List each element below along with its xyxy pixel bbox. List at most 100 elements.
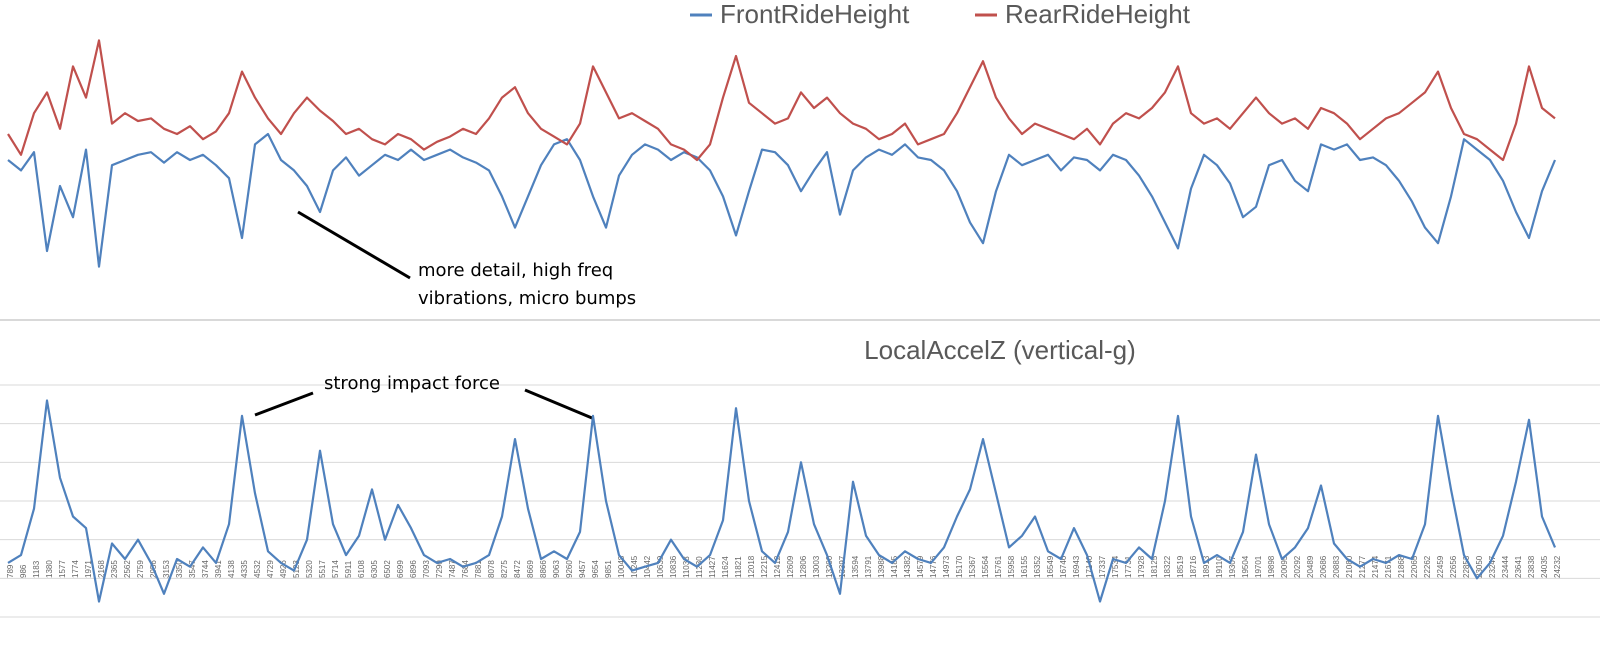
x-tick-label: 8472 xyxy=(513,560,522,578)
x-tick-label: 2168 xyxy=(97,560,106,578)
x-tick-label: 17731 xyxy=(1124,555,1133,578)
x-tick-label: 12806 xyxy=(799,555,808,578)
x-tick-label: 23641 xyxy=(1514,555,1523,578)
x-tick-label: 13594 xyxy=(851,555,860,578)
x-tick-label: 12412 xyxy=(773,555,782,578)
x-tick-label: 789 xyxy=(6,564,15,578)
x-tick-label: 10048 xyxy=(617,555,626,578)
x-tick-label: 10245 xyxy=(630,555,639,578)
x-tick-label: 16549 xyxy=(1046,555,1055,578)
x-tick-label: 22656 xyxy=(1449,555,1458,578)
x-tick-label: 5123 xyxy=(292,560,301,578)
x-tick-label: 2562 xyxy=(123,560,132,578)
x-tick-label: 14579 xyxy=(916,555,925,578)
x-tick-label: 7487 xyxy=(448,560,457,578)
accel-chart: LocalAccelZ (vertical-g) strong impact fo… xyxy=(0,335,1600,618)
x-tick-label: 4926 xyxy=(279,560,288,578)
annotation: strong impact force xyxy=(324,373,500,394)
x-tick-label: 14973 xyxy=(942,555,951,578)
x-tick-label: 15367 xyxy=(968,555,977,578)
x-tick-label: 7881 xyxy=(474,560,483,578)
x-tick-label: 4335 xyxy=(240,560,249,578)
x-tick-label: 6699 xyxy=(396,560,405,578)
x-tick-label: 23838 xyxy=(1527,555,1536,578)
x-tick-label: 16352 xyxy=(1033,555,1042,578)
legend-label: FrontRideHeight xyxy=(720,0,910,29)
x-tick-label: 5320 xyxy=(305,560,314,578)
x-tick-label: 17534 xyxy=(1111,555,1120,578)
leader-line xyxy=(524,388,593,420)
x-tick-label: 3350 xyxy=(175,560,184,578)
x-tick-label: 5911 xyxy=(344,560,353,578)
x-tick-label: 15170 xyxy=(955,555,964,578)
x-tick-label: 18125 xyxy=(1150,555,1159,578)
leader-line xyxy=(254,391,314,417)
x-tick-label: 16943 xyxy=(1072,555,1081,578)
x-tick-label: 2759 xyxy=(136,560,145,578)
leader-line xyxy=(297,210,411,280)
data-line xyxy=(7,132,1557,268)
x-tick-label: 18913 xyxy=(1202,555,1211,578)
x-tick-label: 11230 xyxy=(695,556,704,578)
x-tick-label: 8669 xyxy=(526,560,535,578)
x-tick-label: 9457 xyxy=(578,560,587,578)
x-tick-label: 22065 xyxy=(1410,555,1419,578)
x-tick-label: 20489 xyxy=(1306,555,1315,578)
x-tick-label: 4532 xyxy=(253,560,262,578)
x-tick-label: 15958 xyxy=(1007,555,1016,578)
x-tick-label: 1380 xyxy=(45,560,54,578)
x-tick-label: 16155 xyxy=(1020,555,1029,578)
x-tick-label: 6896 xyxy=(409,560,418,578)
x-tick-label: 9260 xyxy=(565,560,574,578)
x-tick-label: 16746 xyxy=(1059,555,1068,578)
x-tick-label: 23050 xyxy=(1475,555,1484,578)
x-tick-label: 11427 xyxy=(708,556,717,578)
x-tick-label: 17337 xyxy=(1098,555,1107,578)
x-tick-label: 13003 xyxy=(812,555,821,578)
x-tick-label: 11624 xyxy=(721,556,730,578)
x-tick-label: 5517 xyxy=(318,560,327,578)
x-tick-label: 21474 xyxy=(1371,555,1380,578)
x-tick-label: 19307 xyxy=(1228,555,1237,578)
x-tick-label: 21868 xyxy=(1397,555,1406,578)
x-tick-label: 20883 xyxy=(1332,555,1341,578)
x-tick-label: 24035 xyxy=(1540,555,1549,578)
x-tick-label: 14776 xyxy=(929,555,938,578)
data-line xyxy=(7,39,1556,162)
x-tick-label: 18716 xyxy=(1189,555,1198,578)
x-tick-label: 22459 xyxy=(1436,555,1445,578)
x-tick-label: 18322 xyxy=(1163,555,1172,578)
x-tick-label: 4729 xyxy=(266,560,275,578)
x-tick-label: 10836 xyxy=(669,555,678,578)
data-line xyxy=(7,399,1557,603)
x-tick-label: 5714 xyxy=(331,560,340,578)
x-tick-label: 4138 xyxy=(227,560,236,578)
x-tick-label: 12609 xyxy=(786,555,795,578)
chart-title: LocalAccelZ (vertical-g) xyxy=(864,335,1136,365)
x-tick-label: 19504 xyxy=(1241,555,1250,578)
x-tick-label: 14185 xyxy=(890,555,899,578)
x-tick-label: 23247 xyxy=(1488,555,1497,578)
x-tick-label: 8078 xyxy=(487,560,496,578)
x-tick-label: 18519 xyxy=(1176,555,1185,578)
x-tick-label: 15564 xyxy=(981,555,990,578)
x-tick-label: 1971 xyxy=(84,560,93,578)
x-tick-label: 15761 xyxy=(994,555,1003,578)
x-tick-label: 9851 xyxy=(604,560,613,578)
x-tick-label: 21080 xyxy=(1345,555,1354,578)
x-tick-label: 11821 xyxy=(734,556,743,578)
ride-height-chart: FrontRideHeight RearRideHeight more detail… xyxy=(7,0,1557,309)
x-tick-label: 3941 xyxy=(214,560,223,578)
annotation: vibrations, micro bumps xyxy=(418,288,636,309)
x-tick-label: 7684 xyxy=(461,560,470,578)
x-tick-label: 7290 xyxy=(435,560,444,578)
x-tick-label: 20292 xyxy=(1293,555,1302,578)
x-tick-label: 13791 xyxy=(864,555,873,578)
x-tick-label: 22262 xyxy=(1423,555,1432,578)
annotation: more detail, high freq xyxy=(418,260,613,281)
x-tick-label: 12018 xyxy=(747,555,756,578)
x-tick-label: 9654 xyxy=(591,560,600,578)
x-tick-label: 6305 xyxy=(370,560,379,578)
x-tick-label: 8275 xyxy=(500,560,509,578)
